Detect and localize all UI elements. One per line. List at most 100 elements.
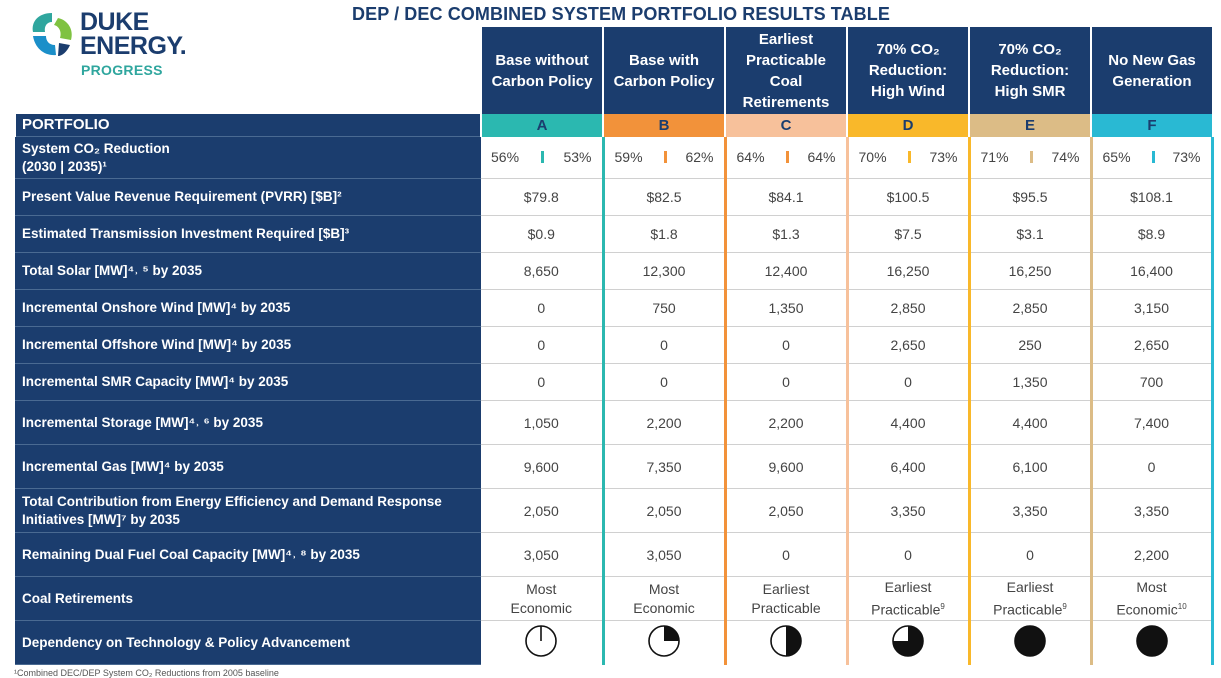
- cell-value: $8.9: [1091, 215, 1214, 253]
- column-header-c: Earliest Practicable Coal Retirements: [724, 27, 847, 114]
- cell-value: 2,650: [847, 326, 971, 364]
- dependency-row: Dependency on Technology & Policy Advanc…: [15, 620, 1214, 665]
- cell-value: 0: [481, 289, 605, 327]
- row-label: Estimated Transmission Investment Requir…: [15, 215, 481, 253]
- retirement-value: Earliest Practicable9: [969, 576, 1093, 621]
- page-title: DEP / DEC COMBINED SYSTEM PORTFOLIO RESU…: [352, 4, 890, 24]
- cell-value: $0.9: [481, 215, 605, 253]
- row-label: Incremental Gas [MW]⁴ by 2035: [15, 444, 481, 489]
- coal-retirements-row: Coal Retirements Most Economic Most Econom…: [15, 576, 1214, 621]
- harvey-ball-icon: [525, 625, 558, 658]
- retirement-value: Earliest Practicable9: [847, 576, 971, 621]
- cell-value: 750: [603, 289, 727, 327]
- cell-value: 0: [603, 326, 727, 364]
- cell-value: 2,650: [1091, 326, 1214, 364]
- portfolio-letter-f: F: [1090, 114, 1212, 137]
- table-row: Incremental Onshore Wind [MW]⁴ by 2035 0 7…: [15, 289, 1214, 327]
- cell-value: 0: [481, 326, 605, 364]
- co2-value: 59%: [614, 149, 643, 166]
- row-label: Incremental Storage [MW]⁴˒ ⁶ by 2035: [15, 400, 481, 445]
- table-row: Incremental SMR Capacity [MW]⁴ by 2035 0 0…: [15, 363, 1214, 401]
- retirement-value: Earliest Practicable: [725, 576, 849, 621]
- cell-value: 0: [603, 363, 727, 401]
- table-row: Total Contribution from Energy Efficienc…: [15, 488, 1214, 533]
- retirement-value: Most Economic10: [1091, 576, 1214, 621]
- co2-value: 64%: [807, 149, 836, 166]
- cell-value: $1.8: [603, 215, 727, 253]
- cell-value: 0: [847, 532, 971, 577]
- harvey-ball-icon: [1014, 625, 1046, 658]
- co2-value: 56%: [491, 149, 520, 166]
- cell-value: $82.5: [603, 178, 727, 216]
- co2-reduction-row: System CO₂ Reduction (2030 | 2035)¹ 56% 53…: [15, 136, 1214, 179]
- portfolio-letter-a: A: [480, 114, 603, 137]
- cell-value: 8,650: [481, 252, 605, 290]
- portfolio-label: PORTFOLIO: [14, 114, 481, 137]
- portfolio-letter-d: D: [846, 114, 969, 137]
- cell-value: 9,600: [725, 444, 849, 489]
- table-row: Present Value Revenue Requirement (PVRR)…: [15, 178, 1214, 216]
- cell-value: 700: [1091, 363, 1214, 401]
- cell-value: 2,050: [725, 488, 849, 533]
- cell-value: 2,200: [603, 400, 727, 445]
- row-label: Total Solar [MW]⁴˒ ⁵ by 2035: [15, 252, 481, 290]
- cell-value: 1,350: [725, 289, 849, 327]
- cell-value: 0: [969, 532, 1093, 577]
- row-label: Incremental Onshore Wind [MW]⁴ by 2035: [15, 289, 481, 327]
- cell-value: 3,050: [603, 532, 727, 577]
- portfolio-letter-row: PORTFOLIO A B C D E F: [14, 114, 1212, 137]
- cell-value: 0: [1091, 444, 1214, 489]
- column-header-b: Base with Carbon Policy: [602, 27, 725, 114]
- portfolio-results-table: Base without Carbon Policy Base with Carbo…: [14, 27, 1214, 665]
- column-header-a: Base without Carbon Policy: [480, 27, 603, 114]
- co2-value: 73%: [929, 149, 958, 166]
- cell-value: 6,100: [969, 444, 1093, 489]
- harvey-ball-icon: [892, 625, 924, 658]
- cell-value: 0: [725, 326, 849, 364]
- retirement-value: Most Economic: [603, 576, 727, 621]
- cell-value: $95.5: [969, 178, 1093, 216]
- table-row: Estimated Transmission Investment Requir…: [15, 215, 1214, 253]
- cell-value: 2,050: [603, 488, 727, 533]
- column-header-e: 70% CO₂ Reduction: High SMR: [968, 27, 1091, 114]
- cell-value: 1,050: [481, 400, 605, 445]
- cell-value: 7,350: [603, 444, 727, 489]
- cell-value: 3,350: [1091, 488, 1214, 533]
- row-label: Total Contribution from Energy Efficienc…: [15, 488, 481, 533]
- cell-value: $108.1: [1091, 178, 1214, 216]
- cell-value: 2,200: [725, 400, 849, 445]
- cell-value: 3,350: [847, 488, 971, 533]
- cell-value: 4,400: [847, 400, 971, 445]
- cell-value: 16,400: [1091, 252, 1214, 290]
- logo-word-progress: PROGRESS: [81, 62, 163, 78]
- logo-word-duke: DUKE: [80, 8, 149, 36]
- cell-value: 0: [725, 363, 849, 401]
- header-row: Base without Carbon Policy Base with Carbo…: [15, 27, 1212, 114]
- cell-value: 4,400: [969, 400, 1093, 445]
- table-row: Total Solar [MW]⁴˒ ⁵ by 2035 8,650 12,300 1…: [15, 252, 1214, 290]
- harvey-ball-icon: [770, 625, 802, 658]
- column-header-f: No New Gas Generation: [1090, 27, 1212, 114]
- cell-value: $7.5: [847, 215, 971, 253]
- portfolio-letter-e: E: [968, 114, 1091, 137]
- retirement-value: Most Economic: [481, 576, 605, 621]
- cell-value: 9,600: [481, 444, 605, 489]
- logo-word-energy: ENERGY.: [80, 32, 187, 60]
- co2-value: 73%: [1172, 149, 1201, 166]
- table-row: Incremental Gas [MW]⁴ by 2035 9,600 7,350 9…: [15, 444, 1214, 489]
- co2-value: 53%: [563, 149, 592, 166]
- cell-value: 12,300: [603, 252, 727, 290]
- cell-value: 2,050: [481, 488, 605, 533]
- cell-value: $3.1: [969, 215, 1093, 253]
- column-header-d: 70% CO₂ Reduction: High Wind: [846, 27, 969, 114]
- cell-value: 16,250: [969, 252, 1093, 290]
- co2-value: 62%: [685, 149, 714, 166]
- row-label: Incremental SMR Capacity [MW]⁴ by 2035: [15, 363, 481, 401]
- cell-value: 3,150: [1091, 289, 1214, 327]
- cell-value: 250: [969, 326, 1093, 364]
- duke-energy-logo: DUKE ENERGY. PROGRESS: [28, 8, 198, 83]
- cell-value: 0: [847, 363, 971, 401]
- row-label: System CO₂ Reduction (2030 | 2035)¹: [15, 136, 481, 179]
- row-label: Dependency on Technology & Policy Advanc…: [15, 620, 481, 665]
- row-label: Remaining Dual Fuel Coal Capacity [MW]⁴˒…: [15, 532, 481, 577]
